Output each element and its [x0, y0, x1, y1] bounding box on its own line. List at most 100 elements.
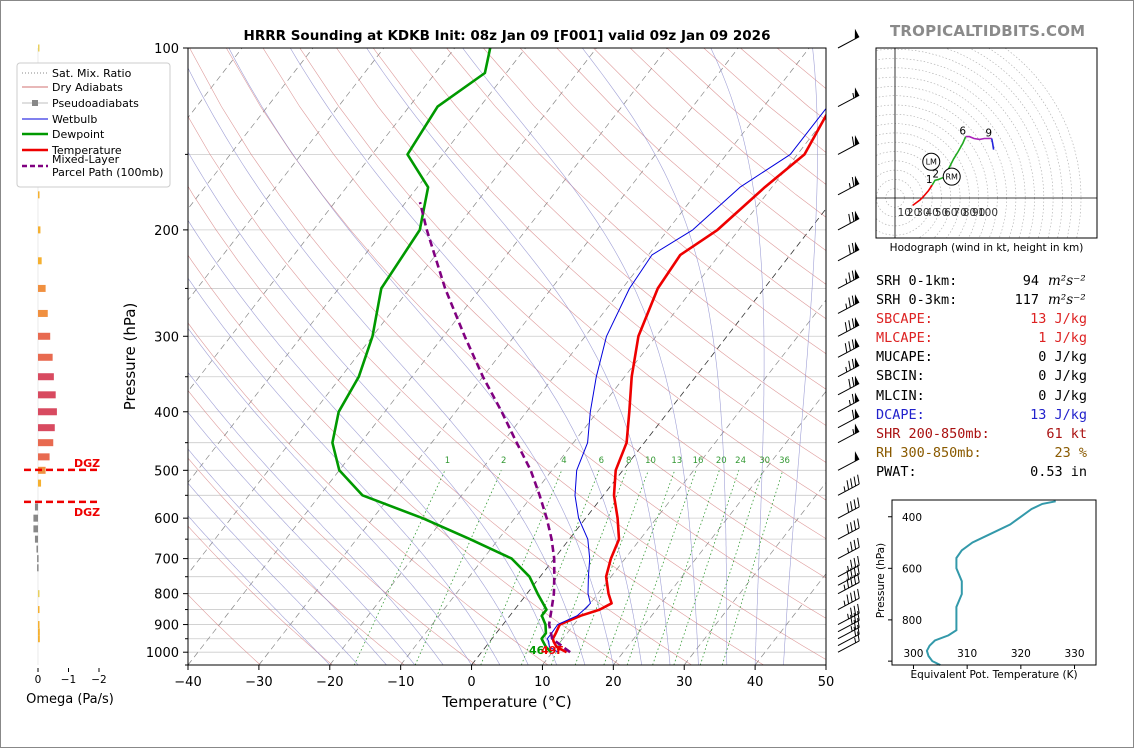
theta-e-line	[925, 500, 1056, 666]
y-tick-label: 200	[154, 224, 179, 239]
moist-adiabat	[188, 411, 416, 665]
moist-adiabat	[188, 482, 359, 665]
wind-barb	[837, 338, 860, 358]
x-tick-label: −10	[387, 675, 414, 690]
index-row: DCAPE: 13 J/kg	[876, 406, 1087, 425]
moist-adiabat	[188, 151, 557, 665]
index-row: m²s⁻² SRH 0-3km: 117	[876, 291, 1087, 310]
mixing-ratio-line	[603, 470, 676, 665]
theta-e-y-tick-label: 800	[902, 615, 922, 627]
y-tick-label: 400	[154, 406, 179, 421]
index-value: 1 J/kg	[1038, 330, 1087, 347]
hodograph-ring-label: 70	[953, 207, 966, 219]
index-value: 0.53 in	[1030, 463, 1087, 480]
omega-bar	[38, 621, 40, 629]
index-row: MLCAPE: 1 J/kg	[876, 329, 1087, 348]
index-value: 0 J/kg	[1038, 387, 1087, 404]
legend-label: Pseudoadiabats	[52, 97, 139, 110]
moist-adiabat	[188, 219, 529, 665]
mixing-ratio-line	[353, 470, 446, 665]
wind-barb	[837, 474, 860, 496]
omega-x-tick-label: 0	[35, 674, 42, 686]
wind-barb	[837, 537, 860, 560]
isotherm	[400, 117, 826, 665]
dry-adiabat	[188, 115, 764, 665]
moist-adiabat	[188, 371, 444, 665]
index-row: m²s⁻² SRH 0-1km: 94	[876, 272, 1087, 291]
omega-bar	[38, 226, 41, 234]
omega-bar	[38, 635, 40, 643]
moist-adiabat	[582, 48, 728, 665]
x-tick-label: 50	[818, 675, 835, 690]
omega-bar	[38, 257, 42, 265]
x-tick-label: 40	[747, 675, 764, 690]
y-tick-label: 500	[154, 464, 179, 479]
dry-adiabat	[188, 525, 333, 665]
dgz-label: DGZ	[74, 506, 100, 519]
mixing-ratio-line	[574, 470, 649, 665]
index-label: MLCIN:	[876, 387, 925, 404]
chart-title: HRRR Sounding at KDKB Init: 08z Jan 09 […	[244, 28, 771, 44]
dgz-label: DGZ	[74, 457, 100, 470]
mixing-ratio-label: 1	[445, 456, 450, 466]
moist-adiabat	[710, 48, 765, 665]
skew-t-plot: 1 2 4 6 8 10 13 16 20 24 30 36100200300400500600700…	[121, 28, 860, 711]
dry-adiabat	[188, 594, 261, 665]
x-tick-label: 10	[534, 675, 551, 690]
index-unit: m²s⁻²	[1048, 273, 1086, 289]
moist-adiabat	[188, 448, 387, 665]
surface-temperature-label: 49F	[541, 644, 564, 657]
hodograph-ring-label: 20	[907, 207, 920, 219]
hodograph-ring-label: 50	[935, 207, 948, 219]
theta-e-x-tick-label: 300	[903, 648, 923, 660]
wind-barb	[837, 241, 860, 262]
theta-e-x-tick-label: 310	[957, 648, 977, 660]
storm-motion-label: LM	[926, 158, 937, 167]
legend-label: Wetbulb	[52, 113, 97, 126]
omega-bar	[37, 564, 39, 572]
dry-adiabat	[188, 389, 477, 665]
wind-barb	[837, 28, 860, 49]
dry-adiabat	[519, 48, 826, 320]
hodograph-height-label: 2	[932, 168, 939, 180]
omega-bar	[34, 535, 38, 543]
omega-x-tick-label: −1	[61, 674, 76, 686]
isotherm	[613, 390, 826, 665]
omega-bar	[38, 590, 40, 598]
legend-swatch	[32, 100, 38, 106]
wind-barb	[837, 611, 860, 633]
omega-bar	[38, 44, 40, 52]
theta-e-y-tick-label: 600	[902, 563, 922, 575]
omega-bar	[38, 439, 54, 447]
series-mixed-layer-line	[418, 201, 571, 654]
mixing-ratio-label: 30	[759, 456, 770, 466]
hodograph-ring-label: 10	[898, 207, 911, 219]
index-value: 61 kt	[1046, 425, 1087, 442]
omega-bar	[38, 628, 40, 636]
index-label: PWAT:	[876, 463, 917, 480]
x-tick-label: −30	[245, 675, 272, 690]
wind-barb	[837, 87, 860, 107]
legend-label: Mixed-Layer Parcel Path (100mb)	[52, 153, 163, 179]
theta-e-y-tick-label: 400	[902, 512, 922, 524]
index-value: 13 J/kg	[1030, 311, 1087, 328]
wind-barb	[837, 408, 860, 429]
mixing-ratio-label: 10	[645, 456, 656, 466]
hodograph-ring-label: 100	[978, 207, 998, 219]
dry-adiabat	[446, 48, 826, 390]
omega-bar	[38, 309, 48, 317]
dry-adiabat	[262, 48, 826, 579]
omega-plot: DGZ DGZ 0 −1 −2 Omega (Pa/s)	[24, 44, 114, 707]
wind-barb	[837, 269, 860, 289]
brand-logo-text: TROPICALTIDBITS.COM	[890, 22, 1086, 40]
omega-x-label: Omega (Pa/s)	[26, 692, 114, 707]
wind-barb	[837, 497, 860, 519]
hodograph-caption: Hodograph (wind in kt, height in km)	[890, 242, 1084, 254]
wind-barb	[837, 392, 860, 413]
index-value: 94	[1022, 273, 1039, 289]
index-label: SRH 0-1km:	[876, 273, 958, 289]
index-label: SBCAPE:	[876, 311, 933, 328]
series-dewpoint-line	[331, 48, 552, 654]
theta-e-y-label: Pressure (hPa)	[875, 543, 887, 618]
